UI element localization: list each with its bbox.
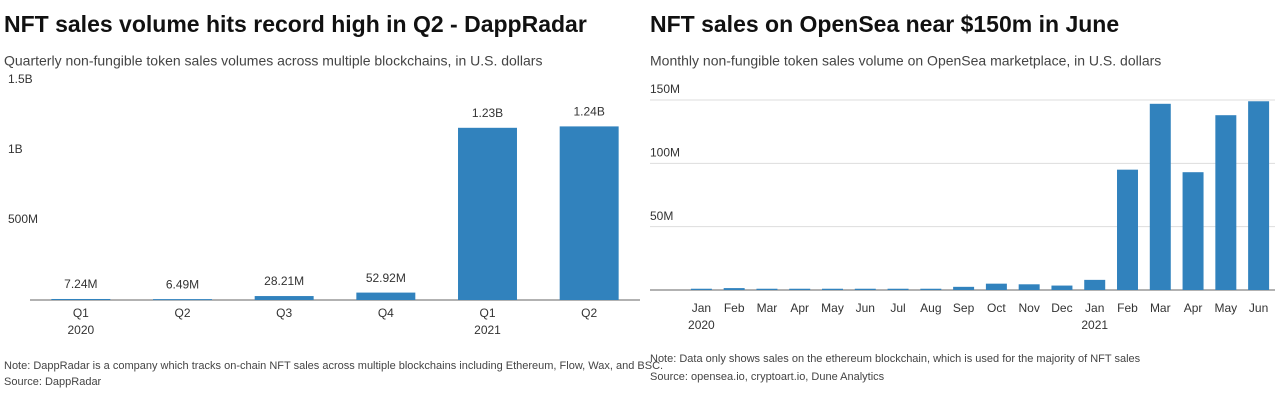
x-tick-label: Feb	[724, 301, 745, 315]
chart-subtitle: Quarterly non-fungible token sales volum…	[4, 53, 542, 69]
bar	[920, 288, 942, 290]
x-tick-label: Mar	[1150, 301, 1171, 315]
bar	[559, 126, 619, 301]
x-tick-label: May	[1214, 301, 1237, 315]
x-sublabel: 2021	[474, 323, 501, 337]
x-sublabel: 2020	[67, 323, 94, 337]
value-label: 1.24B	[573, 105, 604, 119]
x-tick-label: Q2	[581, 306, 597, 320]
x-tick-label: Q2	[174, 306, 190, 320]
value-label: 52.92M	[366, 271, 406, 285]
x-tick-label: May	[821, 301, 844, 315]
y-tick-label: 100M	[650, 146, 680, 160]
bar	[1117, 169, 1138, 290]
note: Note: Data only shows sales on the ether…	[650, 353, 1141, 365]
x-tick-label: Feb	[1117, 301, 1138, 315]
bar	[356, 292, 416, 300]
x-tick-label: Sep	[953, 301, 975, 315]
value-label: 6.49M	[166, 277, 199, 291]
x-tick-label: Jan	[692, 301, 711, 315]
value-label: 28.21M	[264, 274, 304, 288]
bar	[1018, 284, 1040, 290]
bar	[887, 288, 909, 290]
bar	[789, 288, 811, 290]
bar	[1051, 285, 1073, 290]
bar	[1084, 279, 1106, 290]
x-tick-label: Q1	[73, 306, 89, 320]
source: Source: DappRadar	[4, 376, 102, 388]
source: Source: opensea.io, cryptoart.io, Dune A…	[650, 371, 885, 383]
x-tick-label: Nov	[1018, 301, 1039, 315]
chart-title: NFT sales on OpenSea near $150m in June	[650, 11, 1119, 37]
bar	[1248, 101, 1270, 291]
value-label: 1.23B	[472, 106, 503, 120]
x-tick-label: Apr	[790, 301, 809, 315]
value-label: 7.24M	[64, 277, 97, 291]
x-tick-label: Q3	[276, 306, 292, 320]
bar	[985, 283, 1007, 290]
bar	[1149, 103, 1171, 290]
bar	[854, 288, 876, 290]
y-tick-label: 50M	[650, 209, 673, 223]
x-tick-label: Q4	[378, 306, 394, 320]
y-tick-label: 1B	[8, 142, 23, 156]
bar	[822, 288, 843, 290]
x-tick-label: Mar	[757, 301, 778, 315]
bar	[458, 127, 517, 300]
x-tick-label: Jul	[890, 301, 905, 315]
x-tick-label: Q1	[479, 306, 495, 320]
bar	[953, 286, 975, 290]
x-tick-label: Jun	[1249, 301, 1268, 315]
y-tick-label: 150M	[650, 82, 680, 96]
x-sublabel: 2021	[1081, 318, 1108, 332]
bar	[254, 296, 314, 300]
y-tick-label: 1.5B	[8, 72, 33, 86]
x-tick-label: Aug	[920, 301, 941, 315]
x-tick-label: Jun	[856, 301, 875, 315]
x-tick-label: Apr	[1184, 301, 1203, 315]
x-tick-label: Oct	[987, 301, 1006, 315]
chart-subtitle: Monthly non-fungible token sales volume …	[650, 53, 1161, 69]
bar	[723, 288, 745, 290]
bar	[690, 288, 712, 290]
x-tick-label: Dec	[1051, 301, 1072, 315]
bar	[756, 288, 778, 290]
note: Note: DappRadar is a company which track…	[4, 360, 663, 372]
bar	[153, 299, 212, 301]
x-sublabel: 2020	[688, 318, 715, 332]
bar	[51, 298, 111, 300]
bar	[1182, 172, 1204, 290]
y-tick-label: 500M	[8, 212, 38, 226]
x-tick-label: Jan	[1085, 301, 1104, 315]
chart-title: NFT sales volume hits record high in Q2 …	[4, 11, 587, 37]
bar	[1215, 115, 1237, 290]
